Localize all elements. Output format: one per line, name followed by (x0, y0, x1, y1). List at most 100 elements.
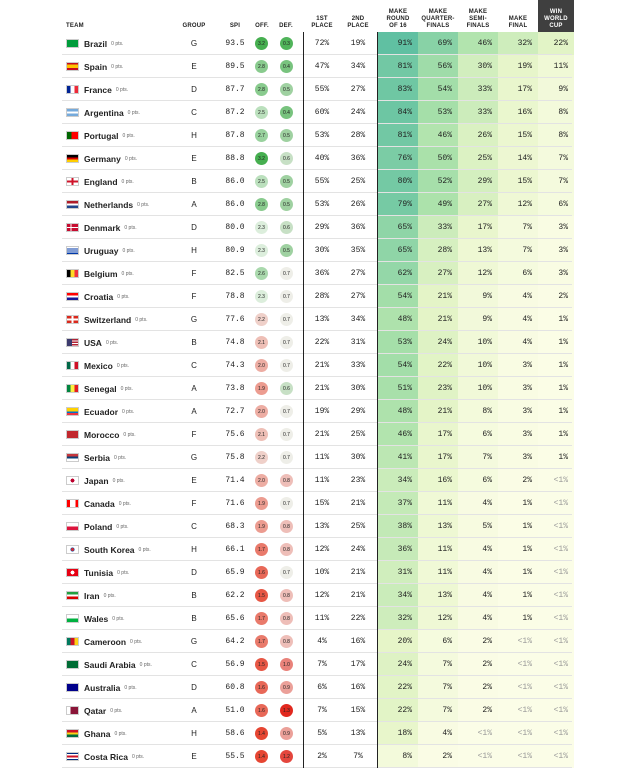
defense-rating: 0.7 (280, 405, 293, 418)
row-divider (62, 261, 572, 262)
second-place-chance: 25% (350, 177, 366, 186)
team-points: 0 pts. (112, 477, 125, 484)
team-points: 0 pts. (117, 569, 130, 576)
row-divider (62, 100, 572, 101)
team-name-text: Canada (84, 498, 115, 509)
semifinals-chance: 4% (458, 538, 498, 561)
semifinals-chance: 4% (458, 492, 498, 515)
header-win-world-cup[interactable]: WIN WORLD CUP (538, 0, 574, 32)
semifinals-chance: 46% (458, 32, 498, 55)
header-group[interactable]: GROUP (182, 23, 206, 29)
team-group: E (191, 752, 197, 761)
flag-icon-uruguay (66, 246, 79, 255)
quarterfinals-chance: 46% (418, 124, 458, 147)
final-chance: 1% (498, 561, 538, 584)
team-row-argentina: Argentina 0 pts. C 87.2 2.5 0.4 60% 24% 84% 53% 33… (0, 101, 622, 124)
round-of-16-chance: 31% (378, 561, 418, 584)
team-spi: 87.8 (225, 131, 245, 140)
semifinals-chance: 29% (458, 170, 498, 193)
flag-icon-senegal (66, 384, 79, 393)
second-place-chance: 7% (353, 752, 363, 761)
quarterfinals-chance: 2% (418, 745, 458, 768)
semifinals-chance: <1% (458, 722, 498, 745)
header-quarterfinals[interactable]: MAKE QUARTER- FINALS (421, 9, 455, 29)
header-def[interactable]: DEF. (279, 23, 293, 29)
team-name-text: Costa Rica (84, 751, 128, 762)
first-place-chance: 11% (314, 476, 330, 485)
flag-icon-morocco (66, 430, 79, 439)
team-points: 0 pts. (103, 592, 116, 599)
team-group: A (191, 407, 197, 416)
defense-rating: 0.7 (280, 497, 293, 510)
team-spi: 68.3 (225, 522, 245, 531)
header-first-place[interactable]: 1ST PLACE (311, 16, 333, 29)
team-spi: 56.9 (225, 660, 245, 669)
row-divider (62, 169, 572, 170)
offense-rating: 2.6 (255, 267, 268, 280)
flag-icon-germany (66, 154, 79, 163)
team-row-ecuador: Ecuador 0 pts. A 72.7 2.0 0.7 19% 29% 48% 21% 8% 3%… (0, 400, 622, 423)
team-name: Morocco 0 pts. (84, 423, 136, 446)
flag-icon-argentina (66, 108, 79, 117)
header-final[interactable]: MAKE FINAL (508, 16, 528, 29)
team-points: 0 pts. (118, 500, 131, 507)
defense-rating: 0.5 (280, 175, 293, 188)
defense-rating: 0.7 (280, 290, 293, 303)
second-place-chance: 23% (350, 476, 366, 485)
flag-icon-australia (66, 683, 79, 692)
second-place-chance: 27% (350, 269, 366, 278)
header-round-of-16[interactable]: MAKE ROUND OF 16 (386, 9, 410, 29)
offense-rating: 2.0 (255, 405, 268, 418)
team-name: Canada 0 pts. (84, 492, 131, 515)
header-semifinals[interactable]: MAKE SEMI- FINALS (466, 9, 490, 29)
team-group: H (191, 246, 197, 255)
team-points: 0 pts. (124, 684, 137, 691)
final-chance: 1% (498, 492, 538, 515)
team-points: 0 pts. (123, 431, 136, 438)
defense-rating: 1.0 (280, 658, 293, 671)
header-off[interactable]: OFF. (255, 23, 269, 29)
final-chance: 4% (498, 331, 538, 354)
team-row-england: England 0 pts. B 86.0 2.5 0.5 55% 25% 80% 52% 29% 1… (0, 170, 622, 193)
final-chance: 15% (498, 124, 538, 147)
row-divider (62, 330, 572, 331)
first-place-chance: 19% (314, 407, 330, 416)
team-spi: 58.6 (225, 729, 245, 738)
second-place-chance: 35% (350, 246, 366, 255)
team-points: 0 pts. (111, 63, 124, 70)
semifinals-chance: 27% (458, 193, 498, 216)
team-name-text: Croatia (84, 291, 114, 302)
second-place-chance: 16% (350, 683, 366, 692)
header-second-place[interactable]: 2ND PLACE (347, 16, 369, 29)
team-group: D (191, 85, 197, 94)
team-group: H (191, 131, 197, 140)
round-of-16-chance: 53% (378, 331, 418, 354)
team-spi: 93.5 (225, 39, 245, 48)
offense-rating: 1.6 (255, 681, 268, 694)
header-team[interactable]: TEAM (66, 23, 84, 29)
team-row-belgium: Belgium 0 pts. F 82.5 2.6 0.7 36% 27% 62% 27% 12% 6… (0, 262, 622, 285)
team-name: USA 0 pts. (84, 331, 118, 354)
team-spi: 71.4 (225, 476, 245, 485)
semifinals-chance: 30% (458, 55, 498, 78)
flag-icon-spain (66, 62, 79, 71)
offense-rating: 1.7 (255, 543, 268, 556)
quarterfinals-chance: 11% (418, 538, 458, 561)
team-name-text: Uruguay (84, 245, 119, 256)
row-divider (62, 537, 572, 538)
final-chance: 14% (498, 147, 538, 170)
win-world-cup-chance: 1% (538, 423, 574, 446)
team-row-netherlands: Netherlands 0 pts. A 86.0 2.8 0.5 53% 26% 79% 49%… (0, 193, 622, 216)
first-place-chance: 21% (314, 361, 330, 370)
flag-icon-ecuador (66, 407, 79, 416)
team-group: F (191, 430, 197, 439)
final-chance: 15% (498, 170, 538, 193)
semifinals-chance: 4% (458, 584, 498, 607)
team-group: A (191, 200, 197, 209)
team-name: Belgium 0 pts. (84, 262, 134, 285)
semifinals-chance: 6% (458, 423, 498, 446)
defense-rating: 0.8 (280, 612, 293, 625)
offense-rating: 2.0 (255, 474, 268, 487)
win-world-cup-chance: 7% (538, 147, 574, 170)
header-spi[interactable]: SPI (229, 23, 241, 29)
